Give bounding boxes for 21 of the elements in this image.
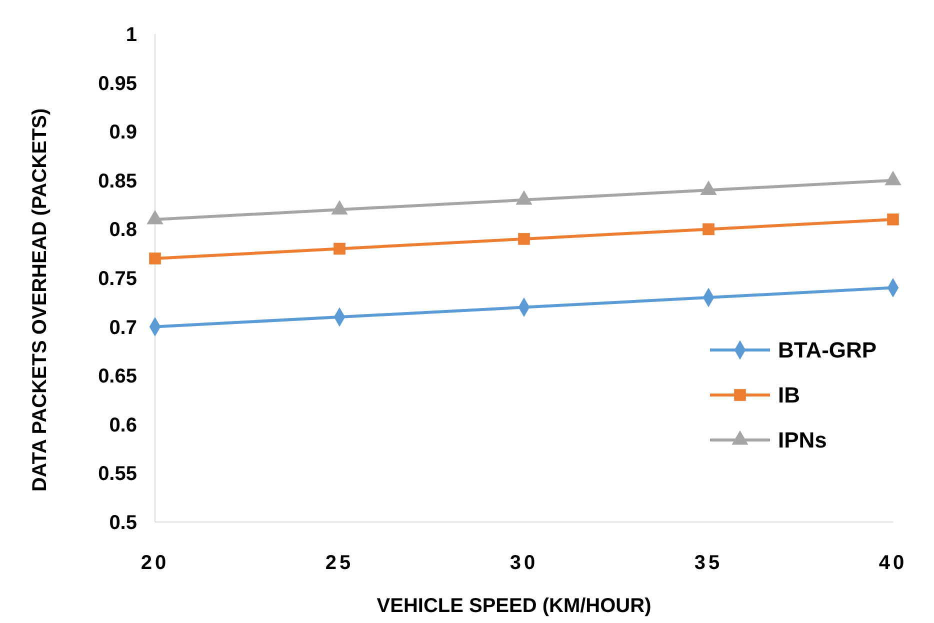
legend-label: IB <box>778 382 800 408</box>
y-tick-label: 0.6 <box>109 414 137 436</box>
y-tick-label: 0.75 <box>98 268 137 290</box>
y-tick-label: 1 <box>126 24 137 46</box>
y-tick-label: 0.8 <box>109 219 137 242</box>
x-tick-label: 35 <box>694 552 723 574</box>
y-tick-label: 0.85 <box>98 170 137 192</box>
x-tick-label: 25 <box>325 552 354 574</box>
y-axis-title: DATA PACKETS OVERHEAD (PACKETS) <box>29 108 51 492</box>
y-tick-label: 0.5 <box>109 512 137 534</box>
y-tick-label: 0.7 <box>109 316 137 339</box>
y-tick-label: 0.65 <box>98 366 137 388</box>
y-tick-label: 0.9 <box>109 122 137 144</box>
x-tick-label: 20 <box>140 552 170 574</box>
y-tick-label: 0.55 <box>98 463 137 486</box>
y-tick-label: 0.95 <box>98 72 137 95</box>
x-tick-label: 30 <box>510 552 538 574</box>
legend-label: IPNs <box>778 428 827 453</box>
legend-label: BTA-GRP <box>778 338 877 363</box>
x-axis-title: VEHICLE SPEED (KM/HOUR) <box>376 595 652 617</box>
x-tick-label: 40 <box>878 552 908 574</box>
